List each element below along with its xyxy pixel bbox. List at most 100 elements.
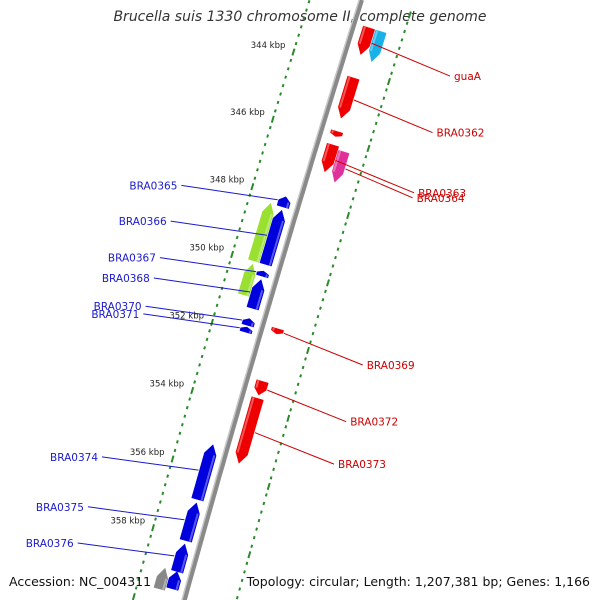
ruler-outer-tick [289,408,293,412]
ruler-outer-tick [366,144,371,153]
gene-arrow-highlight [272,327,275,331]
ruler-inner-tick [270,115,275,123]
ruler-inner-tick [268,125,272,130]
gene-arrow-highlight [200,455,216,501]
ruler-inner-tick [203,346,206,350]
gene-arrow-highlight [236,396,255,453]
gene-leader-line [335,159,415,194]
ruler-outer-tick [329,272,332,277]
ruler-inner-tick [281,83,285,88]
ruler-outer-tick [311,331,315,336]
gene-arrow-highlight [175,580,180,591]
ruler-outer-tick [364,155,368,159]
gene-arrow [254,379,269,396]
ruler-outer-tick [299,374,302,378]
ruler-outer-tick [294,391,298,395]
ruler-inner-tick [183,414,187,418]
gene-arrow [246,279,265,311]
gene-label: BRA0376 [26,538,74,550]
gene-arrow [321,142,340,173]
gene-arrow-highlight [358,26,366,45]
ruler-inner-tick [297,33,301,37]
ruler-inner-tick [190,386,195,395]
ruler-outer-tick [344,222,347,226]
ruler-inner-tick [205,337,209,342]
ruler-outer-tick [356,180,360,184]
ruler-inner-tick [279,92,282,96]
ruler-inner-tick [173,448,177,453]
ruler-inner-tick [305,8,308,12]
gene-label: BRA0369 [367,360,415,372]
ruler-outer-tick [326,279,330,287]
ruler-inner-tick [139,569,143,573]
ruler-inner-tick [163,483,167,487]
gene-leader-line [145,305,242,321]
gene-arrow [166,571,182,591]
ruler-outer-tick [382,96,386,100]
ruler-outer-tick [314,323,317,327]
ruler-outer-tick [346,211,351,220]
gene-arrow [271,326,285,335]
gene-arrow-highlight [255,290,264,310]
gene-leader-line [87,506,185,521]
ruler-outer-tick [284,425,288,429]
gene-leader-line [353,99,433,134]
ruler-outer-tick [372,129,375,134]
ruler-inner-tick [154,517,157,521]
gene-arrow [171,543,189,574]
ruler-outer-tick [238,587,242,591]
ruler-inner-tick [158,500,162,504]
ruler-outer-tick [374,121,378,126]
ruler-inner-tick [299,25,303,29]
gene-arrow-highlight [369,30,379,52]
ruler-outer-tick [316,314,320,319]
backbone-shadow [181,0,361,600]
gene-arrow [338,75,360,119]
ruler-inner-tick [215,303,219,308]
gene-arrow [332,149,350,183]
ruler-inner-tick [208,329,211,333]
gene-arrow [330,129,344,137]
gene-leader-line [153,277,251,293]
gene-label: BRA0364 [417,193,465,205]
ruler-outer-tick [400,38,404,42]
gene-label: BRA0363 [418,188,466,200]
ruler-outer-tick [301,365,305,370]
gene-arrow-highlight [265,274,268,278]
ruler-inner-tick [218,295,221,299]
gene-arrow-highlight [331,130,334,134]
gene-leader-line [101,456,199,471]
ruler-inner-tick [235,235,239,240]
accession-text: Accession: NC_004311 [9,574,152,589]
ruler-outer-tick [324,289,327,294]
ruler-outer-tick [386,77,391,86]
ruler-outer-tick [250,544,254,548]
gene-arrow [191,444,217,502]
ruler-inner-tick [228,261,231,265]
tick-label: 352 kbp [169,311,204,321]
gene-arrow-highlight [339,76,351,108]
ruler-inner-tick [230,250,235,259]
ruler-inner-tick [273,109,277,113]
gene-leader-line [254,432,335,465]
gene-label: BRA0370 [94,301,142,313]
gene-arrow-highlight [255,379,260,388]
ruler-inner-tick [286,67,290,71]
ruler-outer-tick [385,88,388,92]
ruler-outer-tick [369,138,373,142]
ruler-outer-tick [379,104,383,109]
ruler-outer-tick [281,433,285,438]
ruler-inner-tick [238,227,242,231]
tick-label: 346 kbp [230,108,265,118]
ruler-inner-tick [294,41,298,46]
ruler-outer-tick [331,264,335,268]
gene-leader-line [267,389,347,423]
gene-arrow [357,25,376,55]
ruler-outer-tick [309,340,312,344]
ruler-inner-tick [213,312,216,316]
ruler-outer-tick [257,518,261,523]
ruler-outer-tick [264,493,268,497]
gene-arrow-highlight [188,513,199,542]
